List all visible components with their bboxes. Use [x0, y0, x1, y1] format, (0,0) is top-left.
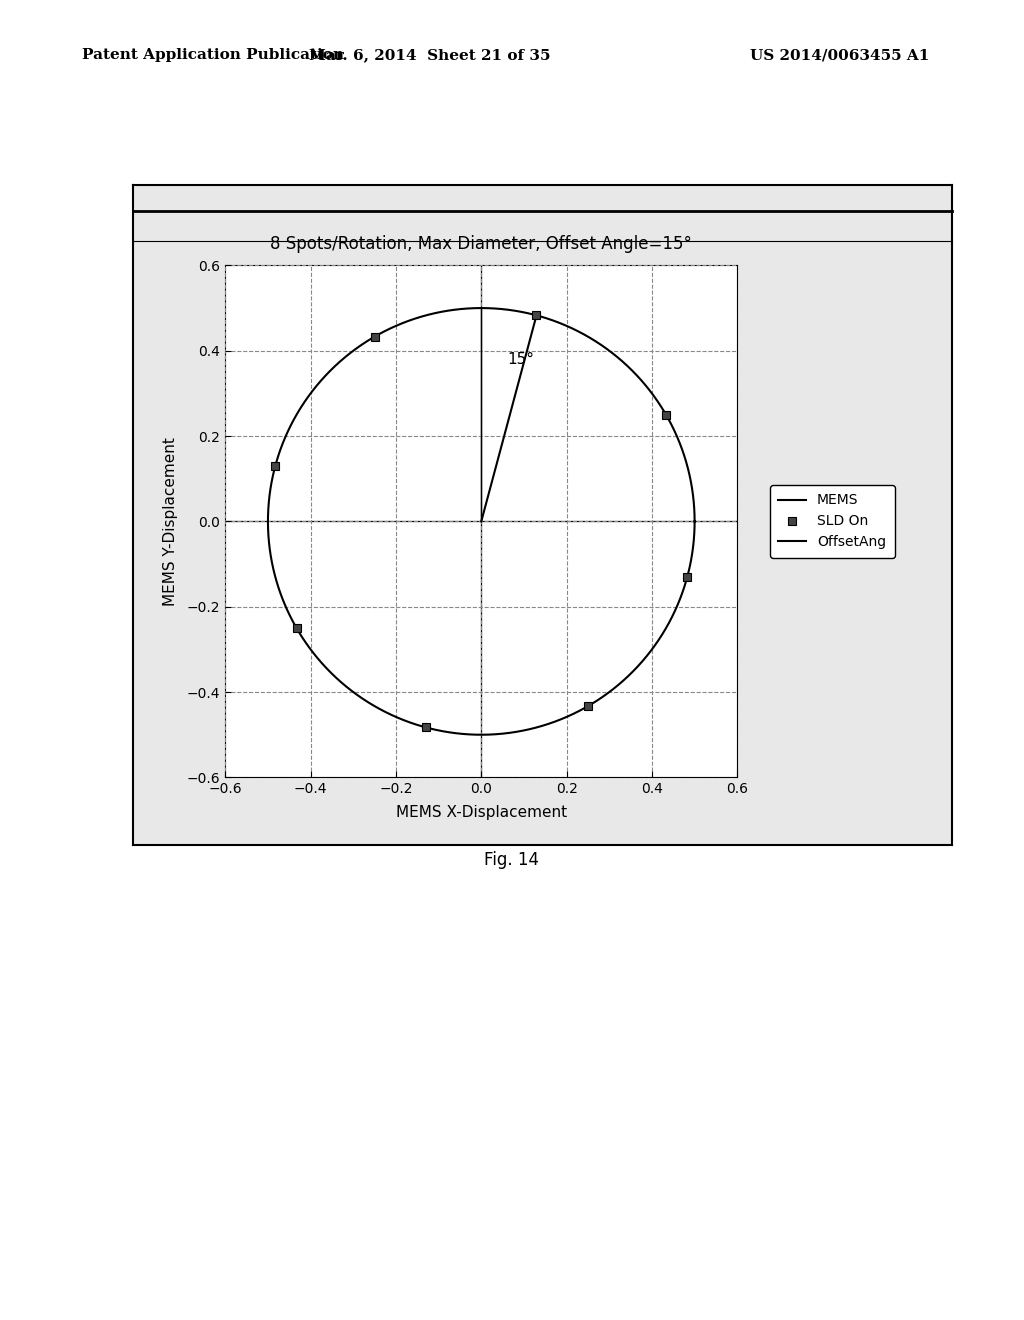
Text: US 2014/0063455 A1: US 2014/0063455 A1	[750, 49, 930, 62]
Text: Fig. 14: Fig. 14	[484, 850, 540, 869]
Title: 8 Spots/Rotation, Max Diameter, Offset Angle=15°: 8 Spots/Rotation, Max Diameter, Offset A…	[270, 235, 692, 252]
Text: 15°: 15°	[507, 351, 534, 367]
Legend: MEMS, SLD On, OffsetAng: MEMS, SLD On, OffsetAng	[770, 486, 895, 557]
Text: Mar. 6, 2014  Sheet 21 of 35: Mar. 6, 2014 Sheet 21 of 35	[309, 49, 551, 62]
Text: Patent Application Publication: Patent Application Publication	[82, 49, 344, 62]
Y-axis label: MEMS Y-Displacement: MEMS Y-Displacement	[164, 437, 178, 606]
X-axis label: MEMS X-Displacement: MEMS X-Displacement	[395, 805, 567, 820]
